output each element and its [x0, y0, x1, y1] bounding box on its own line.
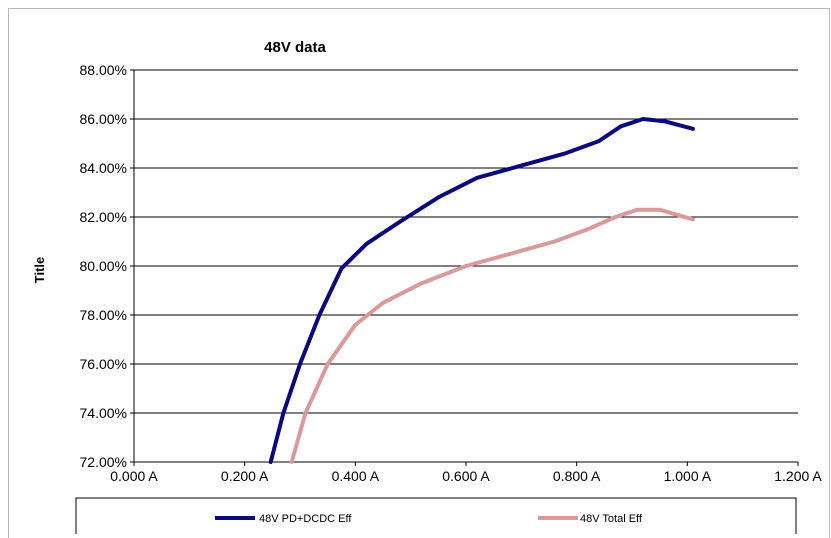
y-axis-label: Title — [32, 257, 47, 284]
series-line-total-eff — [289, 207, 695, 464]
series-lines — [268, 117, 695, 464]
x-tick-label: 1.200 A — [774, 468, 822, 484]
x-tick-label: 0.200 A — [221, 468, 269, 484]
y-tick-label: 84.00% — [80, 160, 127, 176]
x-tick-label: 1.000 A — [664, 468, 712, 484]
legend-label-total: 48V Total Eff — [580, 513, 643, 525]
legend-label-pd-dcdc: 48V PD+DCDC Eff — [259, 513, 352, 525]
x-tick-labels: 0.000 A 0.200 A 0.400 A 0.600 A 0.800 A 1.000… — [110, 468, 822, 484]
y-tick-label: 78.00% — [80, 307, 127, 323]
legend: 48V PD+DCDC Eff 48V Total Eff — [75, 497, 797, 534]
y-tick-label: 88.00% — [80, 62, 127, 78]
x-tick-label: 0.400 A — [332, 468, 380, 484]
x-tick-label: 0.600 A — [442, 468, 490, 484]
chart-area-border — [8, 8, 830, 538]
legend-box — [75, 497, 797, 534]
series-line-pd-dcdc-eff — [268, 117, 695, 464]
y-tick-label: 74.00% — [80, 405, 127, 421]
y-tick-label: 72.00% — [80, 454, 127, 470]
x-tick-label: 0.800 A — [553, 468, 601, 484]
y-tick-label: 86.00% — [80, 111, 127, 127]
x-tick-label: 0.000 A — [110, 468, 158, 484]
y-tick-label: 76.00% — [80, 356, 127, 372]
y-tick-label: 82.00% — [80, 209, 127, 225]
axes — [133, 70, 798, 463]
chart-title: 48V data — [264, 39, 326, 56]
y-tick-label: 80.00% — [80, 258, 127, 274]
y-tick-labels: 72.00% 74.00% 76.00% 78.00% 80.00% 82.00% 84.0… — [80, 62, 127, 470]
